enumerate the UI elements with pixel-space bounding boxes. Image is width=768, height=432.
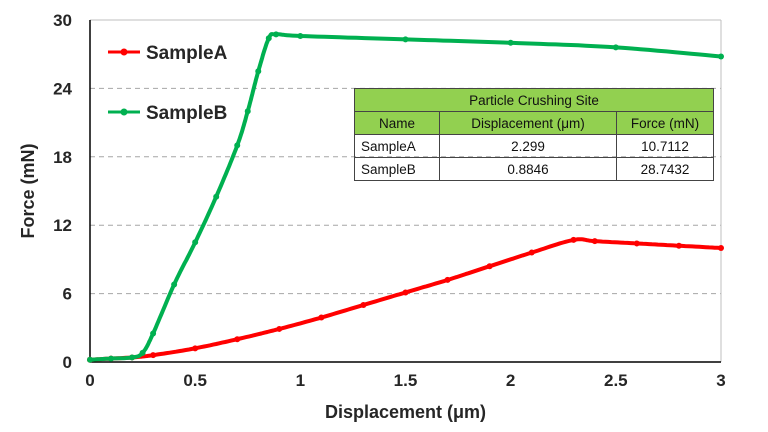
y-tick-label: 0 [63,353,72,372]
y-tick-label: 18 [53,148,72,167]
data-point [718,245,724,251]
table-header-row: Name Displacement (μm) Force (mN) [354,111,714,135]
table-cell-displacement: 0.8846 [439,157,617,181]
data-point [633,240,640,247]
table-cell-force: 10.7112 [616,134,714,158]
legend-label-samplea: SampleA [146,43,228,64]
y-tick-label: 30 [53,11,72,30]
data-point [150,330,157,337]
legend-item-samplea: SampleA [108,43,228,64]
crushing-site-table: Particle Crushing Site Name Displacement… [354,88,714,181]
data-point [273,31,280,38]
data-point [612,44,619,51]
table-cell-name: SampleA [354,134,440,158]
data-point [87,356,93,363]
data-point [244,108,251,115]
series-layer [87,31,724,363]
x-tick-label: 3 [716,371,725,390]
data-point [570,236,577,243]
y-tick-label: 6 [63,285,72,304]
data-point [255,68,262,75]
series-line [88,32,722,362]
data-point [108,355,115,362]
series-sampleb [87,31,724,363]
data-point [234,336,241,343]
table-row: SampleA 2.299 10.7112 [354,134,714,158]
data-point [213,193,220,200]
table-cell-force: 28.7432 [616,157,714,181]
data-point [528,249,535,256]
data-point [139,349,146,356]
table-title: Particle Crushing Site [354,88,714,112]
x-tick-label: 0 [85,371,94,390]
data-point [171,281,178,288]
data-point [150,352,157,359]
table-cell-name: SampleB [354,157,440,181]
y-tick-label: 12 [53,216,72,235]
x-tick-label: 1.5 [394,371,418,390]
data-point [718,53,724,60]
table-header-name: Name [354,111,440,135]
data-point [129,354,136,361]
table-cell-displacement: 2.299 [439,134,617,158]
y-tick-label: 24 [53,79,72,98]
table-header-displacement: Displacement (μm) [439,111,617,135]
data-point [192,239,199,246]
legend: SampleA SampleB [108,43,228,124]
data-point [507,39,514,46]
data-point [360,302,367,308]
legend-label-sampleb: SampleB [146,103,227,124]
data-point [486,263,493,270]
data-point [402,289,409,296]
x-tick-label: 1 [296,371,305,390]
legend-item-sampleb: SampleB [108,103,227,124]
y-axis-title: Force (mN) [18,143,38,238]
data-point [444,276,451,283]
table-row: SampleB 0.8846 28.7432 [354,157,714,181]
series-samplea [87,236,724,363]
x-tick-label: 0.5 [183,371,207,390]
data-point [675,242,682,249]
data-point [276,325,283,332]
data-point [234,142,241,149]
table-header-force: Force (mN) [616,111,714,135]
x-tick-label: 2 [506,371,515,390]
data-point [297,32,304,39]
x-tick-label: 2.5 [604,371,628,390]
data-point [265,35,272,42]
x-axis-title: Displacement (μm) [325,402,486,422]
data-point [192,345,199,352]
series-line [88,237,722,362]
table-title-row: Particle Crushing Site [354,88,714,112]
data-point [318,314,325,321]
data-point [591,238,598,245]
data-point [402,36,409,43]
